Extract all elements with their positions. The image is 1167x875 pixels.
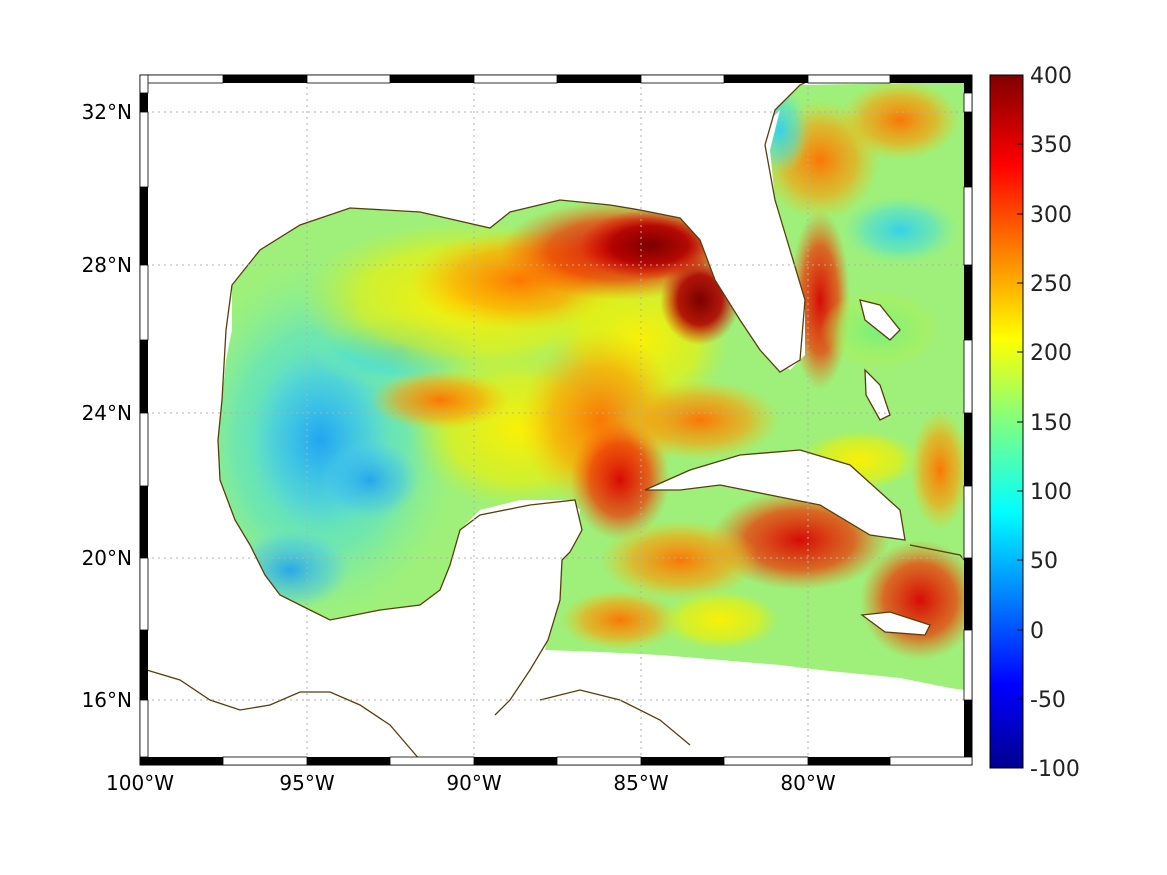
colorbar-tick-label: 100 — [1030, 480, 1072, 505]
lon-tick-label: 85°W — [613, 771, 668, 795]
graticule — [140, 75, 970, 765]
colorbar-tick-label: 300 — [1030, 203, 1072, 228]
colorbar-tick-label: -100 — [1030, 757, 1080, 782]
map-frame — [139, 74, 973, 766]
colorbar-tick-label: -50 — [1030, 688, 1066, 713]
lat-tick-label: 32°N — [82, 100, 132, 124]
lon-tick-label: 95°W — [279, 771, 334, 795]
lat-tick-label: 24°N — [82, 401, 132, 425]
lon-tick-label: 90°W — [446, 771, 501, 795]
longitude-labels: 100°W 95°W 90°W 85°W 80°W — [106, 771, 836, 795]
colorbar: 400 350 300 250 200 150 100 50 0 -50 -10… — [989, 64, 1080, 782]
lon-tick-label: 100°W — [106, 771, 174, 795]
colorbar-tick-label: 0 — [1030, 619, 1044, 644]
coastlines — [139, 77, 965, 761]
heat-field — [218, 82, 964, 690]
colorbar-tick-label: 250 — [1030, 272, 1072, 297]
colorbar-tick-label: 400 — [1030, 64, 1072, 89]
lat-tick-label: 16°N — [82, 688, 132, 712]
lat-tick-label: 28°N — [82, 253, 132, 277]
colorbar-tick-label: 200 — [1030, 341, 1072, 366]
colorbar-tick-label: 50 — [1030, 549, 1058, 574]
lat-tick-label: 20°N — [82, 546, 132, 570]
colorbar-tick-label: 150 — [1030, 411, 1072, 436]
latitude-labels: 32°N 28°N 24°N 20°N 16°N — [82, 100, 132, 712]
colorbar-tick-label: 350 — [1030, 133, 1072, 158]
lon-tick-label: 80°W — [780, 771, 835, 795]
